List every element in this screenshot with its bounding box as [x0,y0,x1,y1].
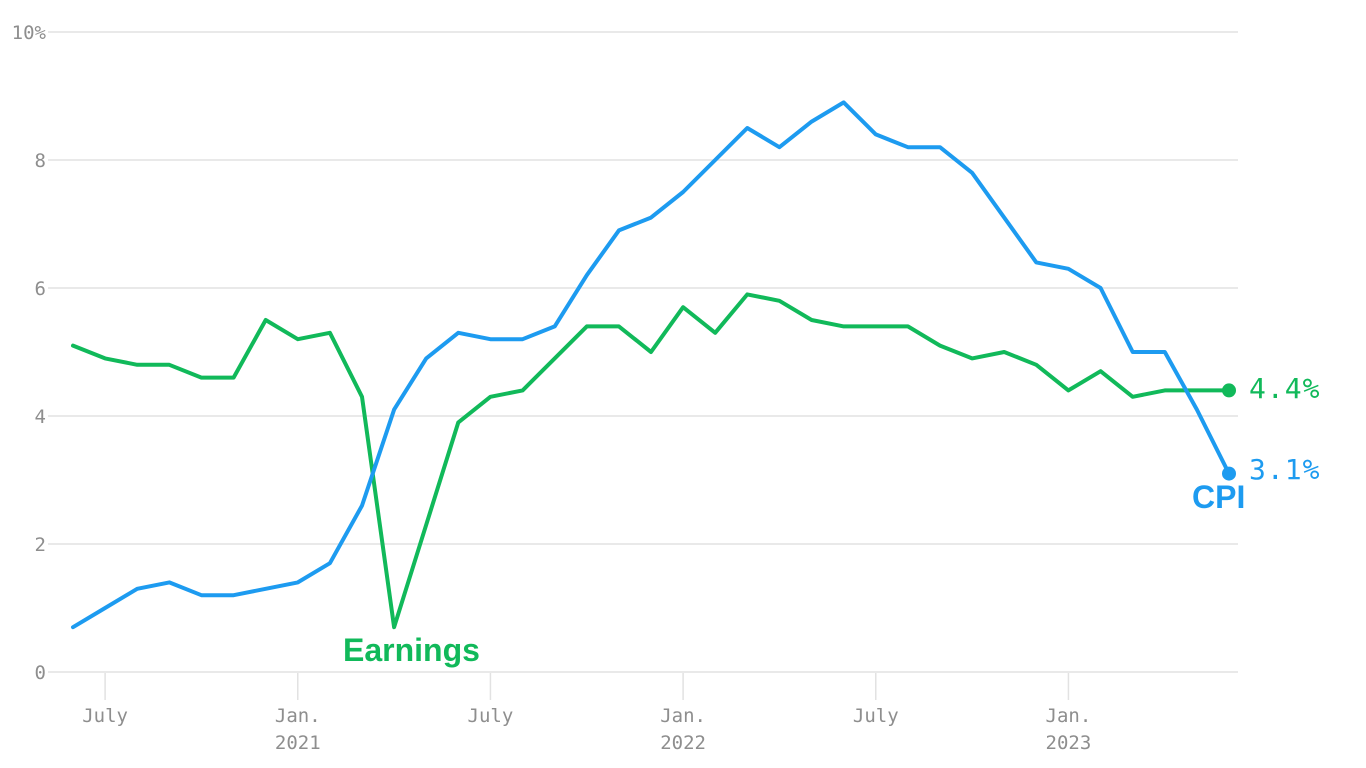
earnings-series-label: Earnings [343,632,480,668]
x-axis-year-label: 2023 [1046,732,1092,754]
cpi-end-dot [1222,466,1236,481]
x-axis-tick-label: July [468,705,514,727]
y-axis-tick-label: 6 [35,278,46,300]
y-axis-tick-label: 10% [12,22,47,44]
x-axis-tick-label: July [853,705,899,727]
y-axis-tick-label: 4 [35,406,46,428]
x-axis-year-label: 2021 [275,732,321,754]
earnings-end-dot [1222,383,1236,398]
earnings-latest-value: 4.4% [1249,372,1321,405]
x-axis-tick-label: Jan. [1046,705,1092,727]
cpi-line [71,100,1231,630]
cpi-latest-value: 3.1% [1249,453,1321,486]
y-axis-tick-label: 2 [35,534,46,556]
y-axis-tick-label: 8 [35,150,46,172]
earnings-line [71,292,1231,630]
y-axis-tick-label: 0 [35,662,46,684]
x-axis-tick-label: July [82,705,128,727]
x-axis-tick-label: Jan. [275,705,321,727]
x-axis-tick-label: Jan. [660,705,706,727]
cpi-series-label: CPI [1192,479,1246,515]
x-axis-year-label: 2022 [660,732,706,754]
